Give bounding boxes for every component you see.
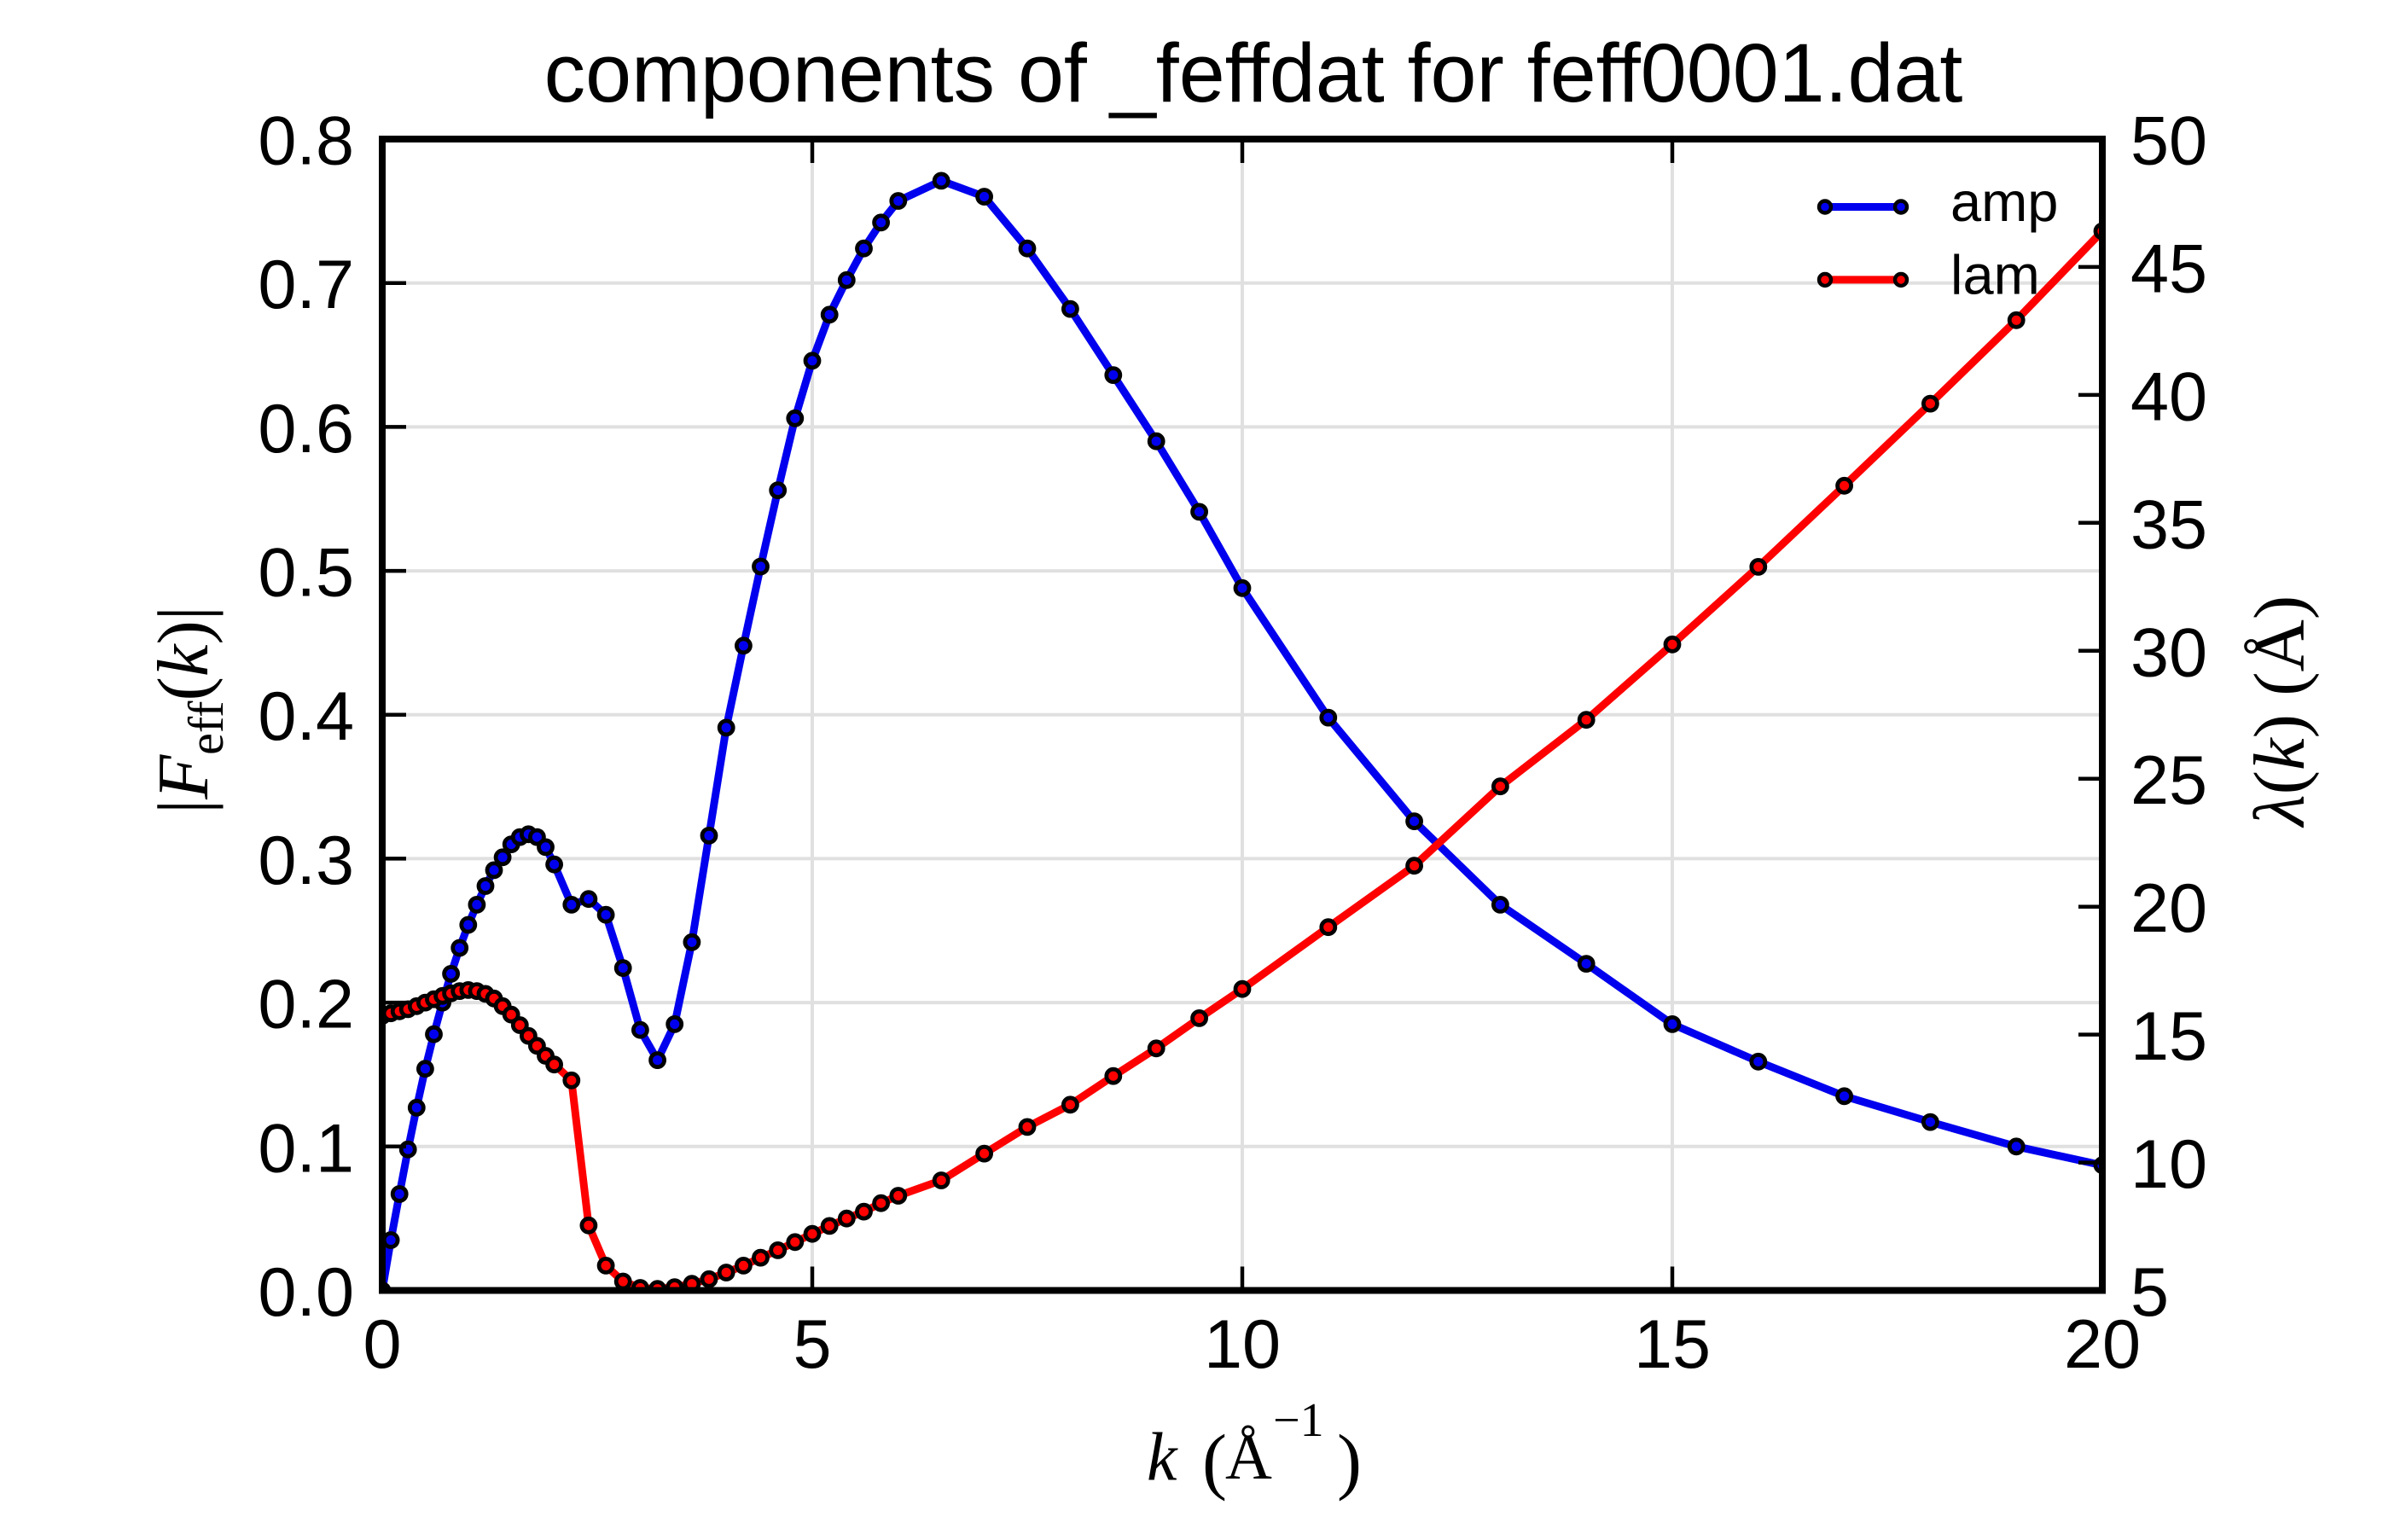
svg-text:20: 20: [2130, 870, 2207, 947]
svg-text:amp: amp: [1950, 171, 2058, 233]
svg-text:0.5: 0.5: [258, 535, 354, 612]
svg-text:|Feff(k)|: |Feff(k)|: [143, 606, 234, 814]
svg-text:5: 5: [2130, 1254, 2169, 1331]
svg-text:0: 0: [363, 1306, 401, 1383]
svg-text:Å: Å: [1225, 1421, 1272, 1493]
svg-text:45: 45: [2130, 230, 2207, 307]
svg-text:35: 35: [2130, 486, 2207, 563]
svg-text:−1: −1: [1273, 1394, 1324, 1447]
svg-text:0.0: 0.0: [258, 1254, 354, 1331]
svg-text:): ): [1337, 1419, 1362, 1502]
svg-text:25: 25: [2130, 742, 2207, 819]
svg-text:0.2: 0.2: [258, 967, 354, 1043]
svg-text:0.1: 0.1: [258, 1110, 354, 1187]
svg-text:15: 15: [1634, 1306, 1711, 1383]
svg-text:λ(k) (Å): λ(k) (Å): [2240, 596, 2320, 828]
svg-text:50: 50: [2130, 103, 2207, 180]
svg-text:(: (: [1202, 1419, 1227, 1502]
svg-text:0.4: 0.4: [258, 678, 354, 755]
svg-text:15: 15: [2130, 998, 2207, 1075]
svg-text:k: k: [1147, 1421, 1178, 1496]
svg-text:components of _feffdat for fef: components of _feffdat for feff0001.dat: [544, 26, 1963, 119]
svg-text:5: 5: [793, 1306, 831, 1383]
svg-text:0.7: 0.7: [258, 247, 354, 323]
svg-text:lam: lam: [1950, 243, 2040, 305]
svg-text:0.3: 0.3: [258, 822, 354, 899]
svg-text:10: 10: [1204, 1306, 1281, 1383]
svg-text:30: 30: [2130, 614, 2207, 691]
svg-text:10: 10: [2130, 1126, 2207, 1203]
svg-text:0.8: 0.8: [258, 103, 354, 180]
svg-text:20: 20: [2064, 1306, 2141, 1383]
svg-text:0.6: 0.6: [258, 391, 354, 468]
svg-text:40: 40: [2130, 358, 2207, 435]
